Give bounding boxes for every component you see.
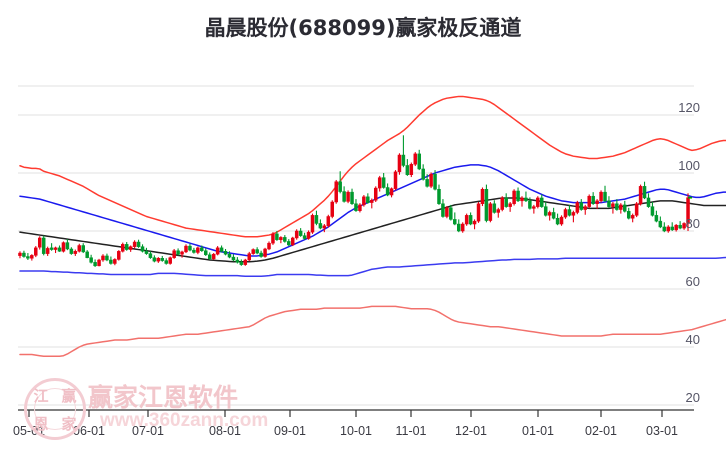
x-axis-tick-label: 02-01	[585, 424, 617, 438]
x-axis-tick-label: 11-01	[395, 424, 427, 438]
x-axis-tick-label: 01-01	[522, 424, 554, 438]
y-axis-tick-label: 40	[685, 332, 700, 347]
x-axis-tick-label: 07-01	[132, 424, 164, 438]
x-axis-tick-label: 08-01	[209, 424, 241, 438]
x-axis-tick-label: 05-01	[13, 424, 45, 438]
y-axis-tick-label: 60	[685, 274, 700, 289]
x-axis-tick-label: 10-01	[340, 424, 372, 438]
channel-bands	[19, 95, 726, 358]
x-axis-tick-label: 12-01	[455, 424, 487, 438]
axis-lines	[18, 409, 694, 417]
y-axis-tick-label: 100	[678, 158, 700, 173]
x-axis-tick-label: 06-01	[73, 424, 105, 438]
gridlines	[18, 85, 694, 406]
x-axis-tick-label: 03-01	[646, 424, 678, 438]
y-axis-tick-label: 120	[678, 100, 700, 115]
x-axis-tick-label: 09-01	[274, 424, 306, 438]
page-title: 晶晨股份(688099)赢家极反通道	[204, 16, 522, 40]
y-axis-tick-label: 20	[685, 390, 700, 405]
candlestick-series	[18, 135, 690, 267]
y-axis-tick-label: 80	[685, 216, 700, 231]
